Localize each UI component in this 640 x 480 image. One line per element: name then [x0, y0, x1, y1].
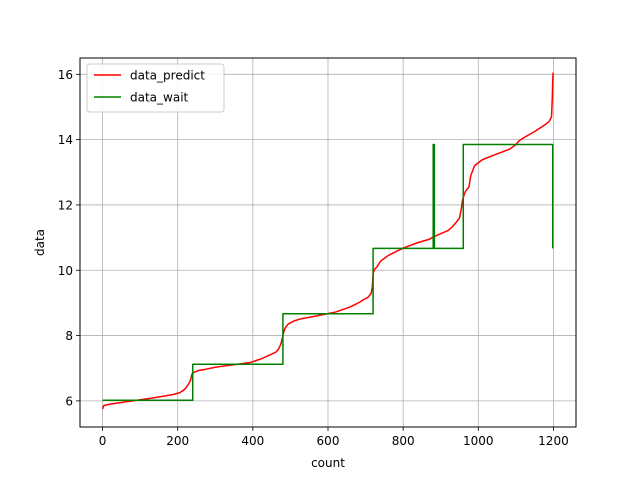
legend-label-data_predict: data_predict — [130, 69, 205, 83]
y-tick-label: 14 — [58, 133, 73, 147]
legend: data_predict data_wait — [86, 63, 225, 113]
y-tick-label: 8 — [65, 329, 73, 343]
x-tick-label: 200 — [166, 434, 189, 448]
ticks: 0 200 400 600 800 1000 1200 6 8 10 12 14 16 — [58, 68, 569, 448]
x-axis-label: count — [311, 456, 345, 470]
legend-label-data_wait: data_wait — [130, 91, 189, 105]
x-tick-label: 600 — [317, 434, 340, 448]
y-axis-label: data — [33, 229, 47, 256]
x-tick-label: 1000 — [463, 434, 494, 448]
y-tick-label: 6 — [65, 394, 73, 408]
series-layer — [101, 72, 554, 410]
y-tick-label: 12 — [58, 198, 73, 212]
x-tick-label: 400 — [241, 434, 264, 448]
x-tick-label: 0 — [99, 434, 107, 448]
y-tick-label: 10 — [58, 264, 73, 278]
legend-box — [86, 63, 225, 113]
series-line-data_wait — [102, 143, 554, 401]
y-tick-label: 16 — [58, 68, 73, 82]
x-tick-label: 1200 — [538, 434, 569, 448]
x-tick-label: 800 — [392, 434, 415, 448]
